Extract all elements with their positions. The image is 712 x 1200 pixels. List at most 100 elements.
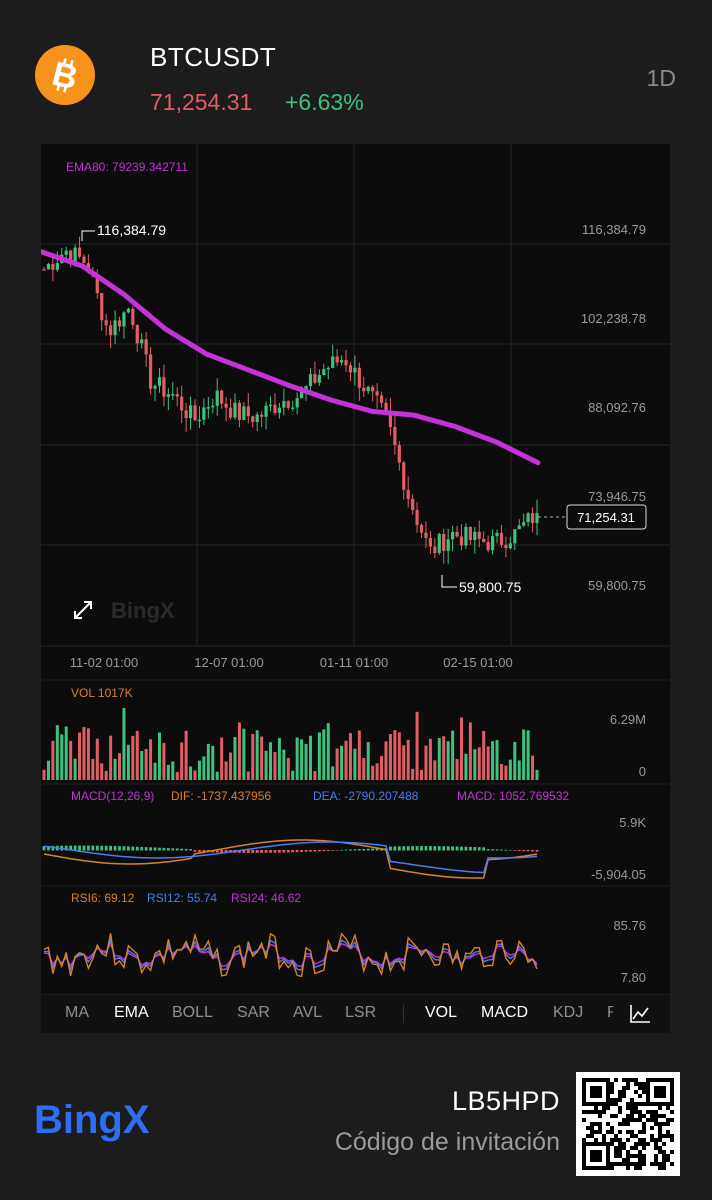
qr-module [614, 1162, 618, 1166]
qr-module [610, 1086, 614, 1090]
volume-bar [424, 745, 428, 780]
candle-body [424, 532, 428, 538]
candle-body [375, 391, 379, 396]
qr-module [670, 1118, 674, 1122]
volume-bar [375, 763, 379, 780]
candle-body [344, 360, 348, 366]
macd-bar [371, 848, 375, 851]
macd-bar [486, 849, 490, 851]
timeframe-label[interactable]: 1D [646, 65, 676, 91]
qr-module [666, 1134, 670, 1138]
volume-bar [322, 729, 326, 780]
volume-bar [69, 740, 73, 780]
candle-body [95, 276, 99, 294]
expand-icon[interactable] [74, 601, 92, 619]
qr-module [618, 1138, 622, 1142]
watermark-logo: BingX [111, 598, 175, 623]
volume-bar [51, 740, 55, 780]
candle-body [459, 536, 464, 546]
qr-module [618, 1130, 622, 1134]
candle-body [326, 367, 330, 370]
volume-bar [104, 770, 108, 780]
indicator-tabbar: MA EMA BOLL SAR AVL LSR VOL MACD KDJ R [41, 994, 670, 1033]
macd-bar [393, 846, 397, 851]
qr-module [654, 1122, 658, 1126]
tab-ema[interactable]: EMA [114, 1004, 149, 1021]
qr-module [642, 1114, 646, 1118]
macd-bar [171, 848, 175, 851]
y-tick: 102,238.78 [581, 311, 646, 326]
tab-rsi[interactable]: R [607, 1004, 613, 1021]
candle-body [277, 407, 281, 413]
line-chart-icon[interactable] [619, 995, 670, 1033]
candle-body [366, 386, 370, 392]
qr-module [662, 1114, 666, 1118]
qr-module [638, 1166, 642, 1170]
candle-body [433, 546, 437, 554]
y-tick: 73,946.75 [588, 489, 646, 504]
macd-bar [477, 847, 481, 851]
candle-body [406, 489, 410, 499]
tab-kdj[interactable]: KDJ [553, 1004, 584, 1021]
macd-bar [335, 850, 339, 851]
macd-bar [389, 846, 392, 851]
tab-macd[interactable]: MACD [481, 1004, 529, 1021]
invite-label: Código de invitación [334, 1128, 560, 1156]
volume-bar [251, 733, 255, 780]
candle-body [530, 513, 535, 524]
qr-module [602, 1110, 606, 1114]
candle-body [495, 532, 499, 537]
tab-vol[interactable]: VOL [425, 1004, 458, 1021]
tab-sar[interactable]: SAR [237, 1004, 270, 1021]
qr-module [614, 1102, 618, 1106]
volume-bar [166, 764, 170, 780]
candle-body [442, 533, 446, 551]
candle-body [64, 250, 68, 255]
qr-module [598, 1110, 602, 1114]
volume-bar [189, 766, 193, 780]
volume-bar [522, 729, 526, 780]
qr-module [662, 1158, 666, 1162]
candle-body [535, 512, 539, 524]
volume-bar [304, 743, 308, 780]
candle-body [490, 536, 495, 551]
qr-module [626, 1162, 630, 1166]
candle-body [148, 354, 153, 389]
tab-avl[interactable]: AVL [293, 1004, 323, 1021]
candle-body [300, 390, 304, 399]
volume-bar [55, 725, 59, 780]
last-price: 71,254.31 [150, 89, 253, 115]
candle-body [286, 401, 290, 408]
volume-bar [380, 755, 384, 780]
macd-bar [202, 850, 206, 853]
tab-ma[interactable]: MA [65, 1004, 89, 1021]
qr-module [610, 1090, 614, 1094]
qr-module [662, 1154, 666, 1158]
tab-lsr[interactable]: LSR [345, 1004, 377, 1021]
qr-module [618, 1162, 622, 1166]
tab-boll[interactable]: BOLL [172, 1004, 213, 1021]
candle-body [211, 405, 215, 408]
qr-module [626, 1138, 630, 1142]
qr-module [662, 1150, 666, 1154]
volume-bar [473, 749, 477, 780]
macd-bar [140, 846, 144, 851]
candle-body [197, 419, 202, 422]
qr-module [594, 1106, 598, 1110]
macd-bar [433, 846, 437, 851]
volume-bar [335, 748, 339, 780]
qr-module [638, 1130, 642, 1134]
qr-module [598, 1114, 602, 1118]
macd-bar [282, 850, 286, 853]
chart-canvas[interactable]: BingX EMA80: 79239.342711 116,384.79 59,… [41, 143, 670, 994]
qr-module [594, 1122, 598, 1126]
macd-bar [51, 845, 55, 851]
macd-bar [260, 850, 264, 853]
qr-module [630, 1078, 634, 1082]
candle-body [131, 308, 135, 325]
chart-panel[interactable]: BingX EMA80: 79239.342711 116,384.79 59,… [41, 143, 670, 1033]
qr-module [658, 1126, 662, 1130]
candle-body [335, 356, 339, 363]
qr-module [642, 1102, 646, 1106]
candle-body [126, 308, 130, 313]
